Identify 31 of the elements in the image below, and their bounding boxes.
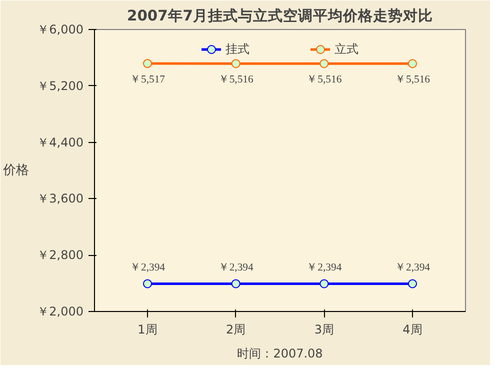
text: 时间：2007.08 [237, 346, 323, 360]
chart-title: 2007年7月挂式与立式空调平均价格走势对比 [127, 6, 434, 24]
point [408, 279, 417, 288]
data-label: ￥2,394 [218, 262, 254, 274]
point [320, 59, 329, 68]
legend-label: 立式 [334, 40, 358, 58]
point [231, 279, 240, 288]
y-tick-label: ￥2,800 [37, 248, 84, 262]
data-label: ￥5,516 [306, 74, 342, 86]
data-label: ￥5,516 [218, 74, 254, 86]
y-tick-label: ￥5,200 [37, 78, 84, 93]
x-tick-label: 3周 [314, 322, 334, 336]
point [143, 279, 152, 288]
data-label: ￥2,394 [306, 262, 342, 274]
point [143, 59, 152, 68]
y-axis-title: 价格 [2, 163, 30, 178]
data-label: ￥5,517 [130, 74, 166, 86]
y-tick-label: ￥4,400 [37, 135, 84, 150]
x-tick-label: 1周 [138, 322, 158, 336]
point [320, 279, 329, 288]
x-tick-label: 4周 [402, 322, 422, 336]
point [408, 59, 417, 68]
y-tick-label: ￥3,600 [37, 192, 84, 206]
legend-label: 挂式 [226, 40, 250, 58]
point [231, 59, 240, 68]
data-label: ￥2,394 [395, 262, 431, 274]
y-tick-label: ￥2,000 [37, 304, 84, 318]
data-label: ￥5,516 [395, 74, 431, 86]
y-tick-label: ￥6,000 [37, 22, 84, 36]
x-tick-label: 2周 [226, 322, 246, 336]
data-label: ￥2,394 [130, 262, 166, 274]
